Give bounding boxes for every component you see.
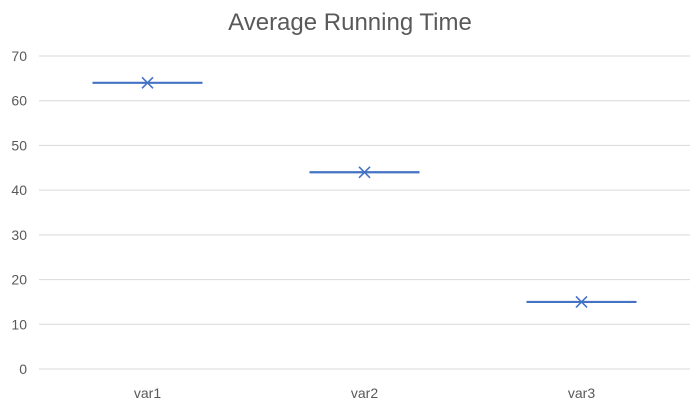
mean-marker: [358, 166, 371, 179]
mean-marker-stroke: [575, 295, 588, 308]
y-tick-label: 60: [11, 93, 27, 109]
y-tick-label: 10: [11, 316, 27, 332]
y-tick-label: 30: [11, 227, 27, 243]
mean-marker: [141, 76, 154, 89]
y-axis-ticks: 0 10 20 30 40 50 60 70: [11, 48, 27, 377]
gridlines: [39, 55, 690, 370]
mean-marker-stroke: [358, 166, 371, 179]
y-tick-label: 70: [11, 48, 27, 64]
mean-marker-stroke: [141, 76, 154, 89]
x-tick-label: var3: [568, 385, 595, 401]
y-tick-label: 40: [11, 182, 27, 198]
data-marks: [92, 76, 637, 308]
chart-title: Average Running Time: [228, 9, 472, 36]
x-tick-label: var2: [351, 385, 378, 401]
y-tick-label: 50: [11, 137, 27, 153]
x-axis-ticks: var1 var2 var3: [134, 385, 595, 401]
y-tick-label: 20: [11, 272, 27, 288]
mean-marker: [575, 295, 588, 308]
x-tick-label: var1: [134, 385, 161, 401]
y-tick-label: 0: [19, 361, 27, 377]
